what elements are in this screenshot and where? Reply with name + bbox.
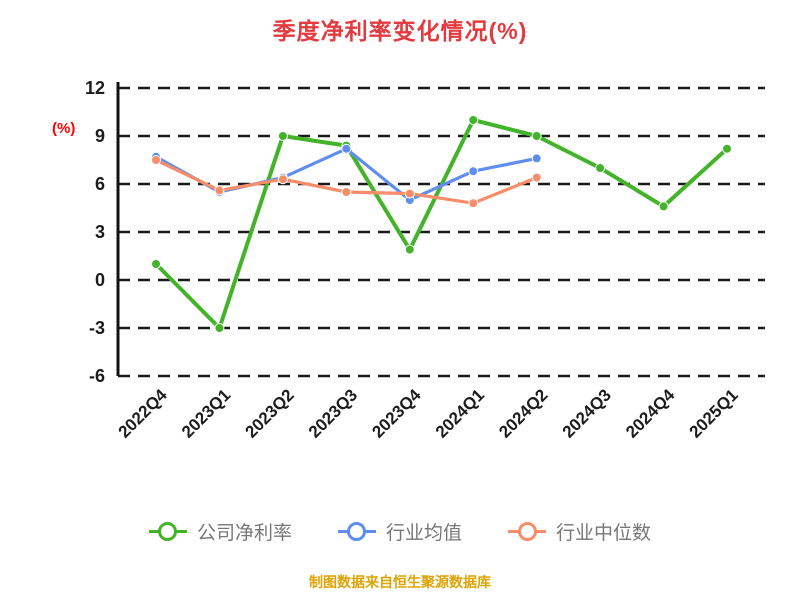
series-line <box>154 118 729 330</box>
data-point <box>531 172 542 183</box>
x-tick-label: 2025Q1 <box>686 385 742 441</box>
line-circle-icon <box>337 522 376 542</box>
data-point <box>151 155 161 165</box>
y-tick-label: 3 <box>95 222 105 242</box>
line-circle-icon <box>148 522 187 542</box>
data-point <box>404 244 415 255</box>
y-tick-label: 0 <box>95 270 105 290</box>
y-tick-label: -6 <box>89 366 105 386</box>
data-point <box>214 185 225 196</box>
data-point <box>151 259 161 269</box>
legend-item-company-margin[interactable]: 公司净利率 <box>148 518 292 545</box>
page-title: 季度净利率变化情况(%) <box>272 18 528 44</box>
x-tick-label: 2023Q4 <box>368 385 425 442</box>
x-tick-label: 2023Q2 <box>242 385 298 441</box>
data-point <box>277 131 288 141</box>
data-point <box>468 115 479 125</box>
data-point <box>341 143 352 154</box>
data-source-note: 制图数据来自恒生聚源数据库 <box>309 574 491 590</box>
data-point <box>341 187 352 197</box>
y-axis-label: (%) <box>52 120 75 137</box>
data-point <box>531 153 542 164</box>
x-tick-label: 2024Q4 <box>622 385 679 442</box>
legend-label-company-margin: 公司净利率 <box>196 523 292 544</box>
x-tick-label: 2023Q3 <box>305 385 361 441</box>
y-tick-label: 6 <box>95 174 105 194</box>
data-point <box>722 143 732 154</box>
legend-item-industry-median[interactable]: 行业中位数 <box>508 518 651 545</box>
data-point <box>468 198 479 209</box>
y-tick-label: 12 <box>85 78 105 98</box>
data-point <box>277 174 288 185</box>
legend-item-industry-mean[interactable]: 行业均值 <box>337 518 462 545</box>
legend-label-industry-median: 行业中位数 <box>556 523 652 544</box>
x-tick-label: 2022Q4 <box>115 385 172 442</box>
y-tick-label: 9 <box>95 126 105 146</box>
data-point <box>595 163 606 173</box>
legend: 公司净利率 行业均值 行业中位数 <box>0 518 800 545</box>
data-point <box>404 188 415 199</box>
y-tick-label: -3 <box>89 318 105 338</box>
data-point <box>214 323 225 333</box>
legend-label-industry-mean: 行业均值 <box>385 523 462 544</box>
x-tick-label: 2023Q1 <box>178 385 234 441</box>
data-point <box>468 166 479 177</box>
data-point <box>658 201 669 212</box>
x-tick-label: 2024Q1 <box>432 385 488 441</box>
data-point <box>531 131 542 141</box>
x-tick-label: 2024Q2 <box>495 385 551 441</box>
x-tick-label: 2024Q3 <box>559 385 615 441</box>
line-circle-icon <box>508 522 546 542</box>
